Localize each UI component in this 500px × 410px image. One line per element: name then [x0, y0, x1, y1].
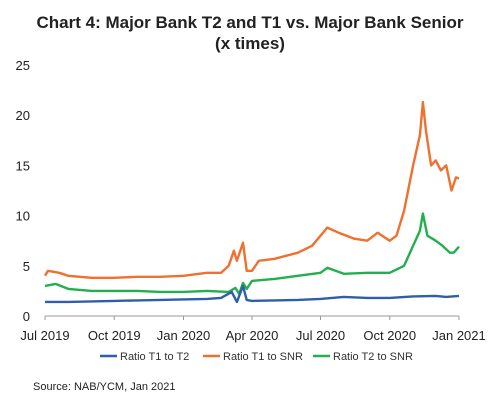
x-tick-label: Jul 2020 — [296, 328, 345, 343]
y-tick-label: 15 — [16, 158, 30, 173]
y-tick-label: 0 — [23, 309, 30, 324]
x-tick-label: Oct 2020 — [363, 328, 416, 343]
axes: 0 5 10 15 20 25 Jul 2019 Oct 2019 Jan 2020 Apr 20… — [16, 58, 486, 343]
chart-title: Chart 4: Major Bank T2 and T1 vs. Major … — [36, 13, 464, 32]
legend-label-1: Ratio T1 to T2 — [120, 351, 189, 363]
x-tick-label: Jan 2020 — [157, 328, 211, 343]
x-tick-label: Apr 2020 — [226, 328, 279, 343]
series-line-1 — [45, 284, 460, 304]
y-tick-label: 10 — [16, 209, 30, 224]
legend-label-2: Ratio T1 to SNR — [223, 351, 303, 363]
y-tick-label: 20 — [16, 108, 30, 123]
source-note: Source: NAB/YCM, Jan 2021 — [33, 381, 176, 393]
y-tick-label: 5 — [23, 259, 30, 274]
x-tick-label: Oct 2019 — [88, 328, 141, 343]
series-line-3 — [44, 212, 460, 296]
x-tick-label: Jan 2021 — [432, 328, 486, 343]
series-line-2 — [43, 100, 460, 279]
legend: Ratio T1 to T2 Ratio T1 to SNR Ratio T2 to… — [100, 351, 413, 363]
x-tick-label: Jul 2019 — [20, 328, 69, 343]
legend-label-3: Ratio T2 to SNR — [333, 351, 413, 363]
series-lines — [43, 100, 460, 304]
y-tick-label: 25 — [16, 58, 30, 73]
chart-subtitle: (x times) — [215, 34, 285, 53]
